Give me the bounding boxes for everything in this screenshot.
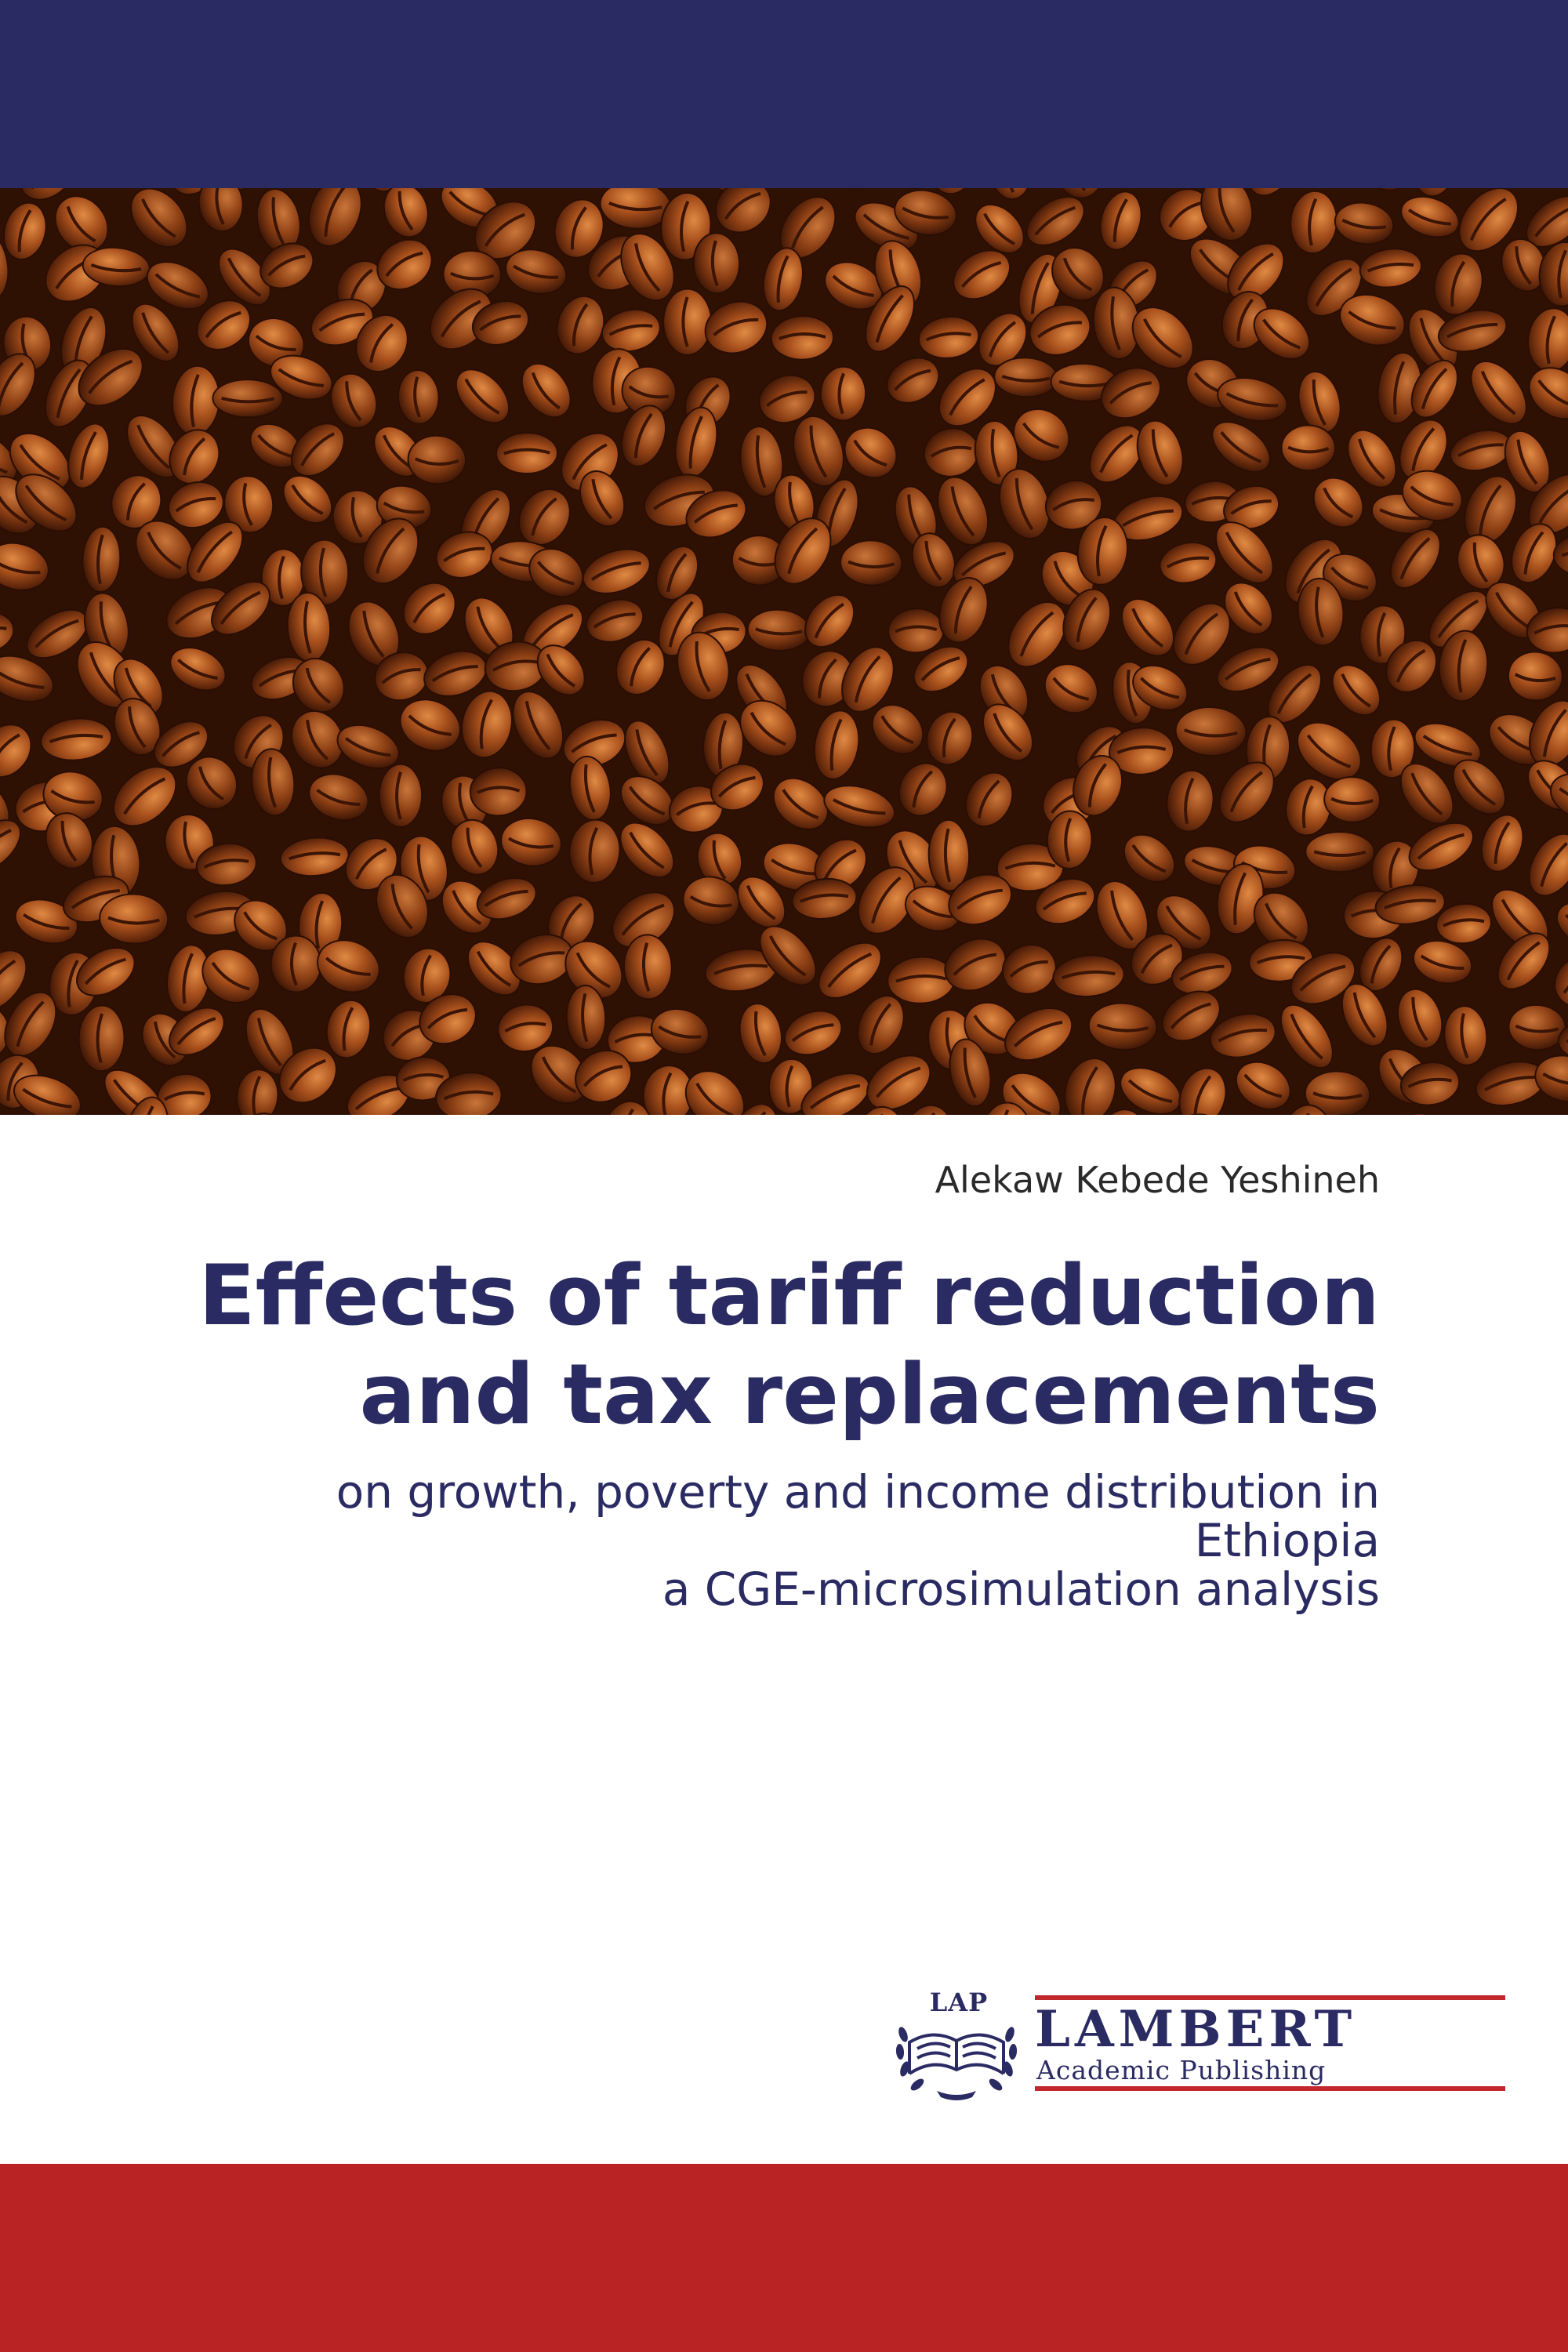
logo-emblem-text: LAP: [929, 1987, 989, 2017]
book-subtitle: on growth, poverty and income distributi…: [47, 1468, 1380, 1613]
subtitle-line-3: a CGE-microsimulation analysis: [662, 1563, 1380, 1616]
coffee-beans-photo: [0, 188, 1568, 1115]
open-book-laurel-icon: [894, 1987, 1019, 2105]
subtitle-line-2: Ethiopia: [1194, 1514, 1380, 1567]
bottom-color-band: [0, 2164, 1568, 2352]
publisher-brand: LAMBERT: [1035, 2000, 1357, 2059]
author-name: Alekaw Kebede Yeshineh: [935, 1159, 1380, 1201]
publisher-imprint: Academic Publishing: [1036, 2055, 1327, 2085]
title-line-1: Effects of tariff reduction: [198, 1247, 1380, 1344]
title-line-2: and tax replacements: [359, 1346, 1380, 1443]
book-title: Effects of tariff reduction and tax repl…: [47, 1247, 1380, 1444]
subtitle-line-1: on growth, poverty and income distributi…: [336, 1465, 1380, 1519]
publisher-logo: LAP LAMBERT Academic Publishing: [894, 1987, 1505, 2105]
top-color-band: [0, 0, 1568, 188]
logo-rule-top: [1035, 1995, 1505, 2000]
logo-rule-bottom: [1035, 2086, 1505, 2091]
